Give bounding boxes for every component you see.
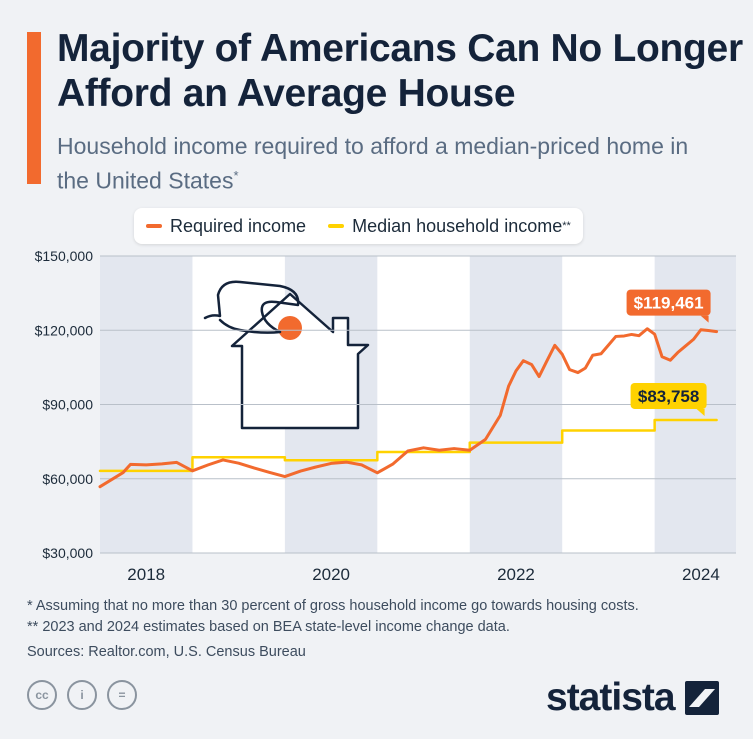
legend-footnote-mark: ** bbox=[562, 220, 571, 232]
subtitle-footnote-mark: * bbox=[233, 168, 239, 183]
footnotes: * Assuming that no more than 30 percent … bbox=[27, 596, 747, 663]
house-icon bbox=[230, 292, 370, 430]
end-label-required-income-pointer bbox=[700, 315, 709, 323]
series-line-median-income bbox=[98, 418, 718, 473]
y-tick-label: $90,000 bbox=[42, 397, 93, 413]
end-label-required-income: $119,461 bbox=[634, 294, 704, 313]
x-tick-label: 2018 bbox=[127, 565, 165, 584]
x-tick-label: 2024 bbox=[682, 565, 720, 584]
logo-text: statista bbox=[546, 676, 676, 719]
y-tick-label: $60,000 bbox=[42, 471, 93, 487]
end-label-median-income-pointer bbox=[696, 408, 705, 416]
y-tick-label: $120,000 bbox=[35, 322, 94, 338]
x-tick-label: 2020 bbox=[312, 565, 350, 584]
title-accent-bar bbox=[27, 32, 41, 184]
page-title: Majority of Americans Can No Longer Affo… bbox=[57, 27, 743, 115]
subtitle-text: Household income required to afford a me… bbox=[57, 133, 689, 194]
house-coin-illustration bbox=[203, 280, 370, 430]
end-label-median-income-group: $83,758 bbox=[630, 382, 707, 416]
y-tick-label: $150,000 bbox=[35, 248, 94, 264]
end-label-median-income-bg bbox=[630, 382, 707, 409]
legend-label-required: Required income bbox=[170, 215, 307, 236]
sources-line: Sources: Realtor.com, U.S. Census Bureau bbox=[27, 644, 306, 660]
y-tick-label: $30,000 bbox=[42, 545, 93, 561]
footnote-1: * Assuming that no more than 30 percent … bbox=[27, 598, 639, 614]
legend-swatch-required bbox=[146, 224, 162, 228]
creative-commons-icon[interactable]: cc bbox=[27, 680, 57, 710]
line-chart: $30,000 $60,000 $90,000 $120,000 $150,000 201… bbox=[35, 248, 736, 584]
end-label-required-income-bg bbox=[626, 289, 711, 316]
page-subtitle: Household income required to afford a me… bbox=[57, 132, 717, 196]
footnote-2: ** 2023 and 2024 estimates based on BEA … bbox=[27, 619, 510, 635]
legend-swatch-median bbox=[328, 224, 345, 228]
license-icons: cc i = bbox=[27, 680, 137, 710]
coin-icon bbox=[278, 316, 302, 340]
x-tick-label: 2022 bbox=[497, 565, 535, 584]
chart-legend: Required income Median household income *… bbox=[134, 208, 583, 244]
end-label-required-income-group: $119,461 bbox=[626, 289, 711, 323]
statista-logo[interactable]: statista bbox=[546, 676, 719, 720]
hand-icon bbox=[203, 280, 300, 334]
series-line-required-income bbox=[98, 327, 719, 489]
legend-item-required-income: Required income bbox=[146, 216, 306, 237]
no-derivatives-icon[interactable]: = bbox=[107, 680, 137, 710]
end-label-median-income: $83,758 bbox=[638, 387, 699, 406]
attribution-icon[interactable]: i bbox=[67, 680, 97, 710]
statista-mark-icon bbox=[684, 681, 719, 715]
legend-item-median-income: Median household income ** bbox=[328, 216, 571, 237]
legend-label-median: Median household income bbox=[352, 215, 563, 236]
